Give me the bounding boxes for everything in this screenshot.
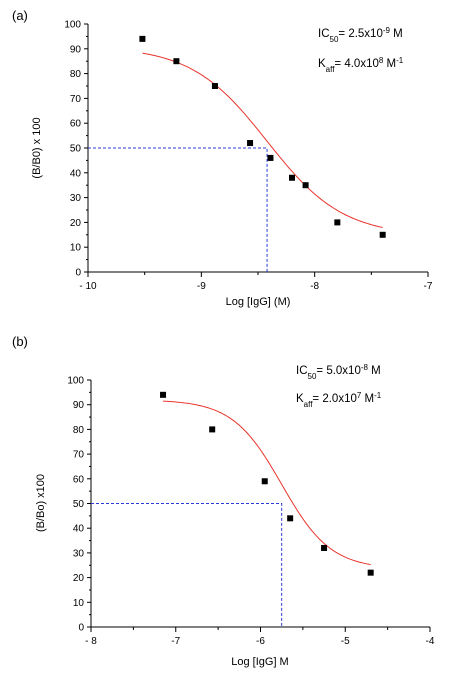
y-tick-label: 0 <box>75 268 81 279</box>
annotation-part: M <box>390 28 403 40</box>
y-tick-label: 70 <box>70 94 82 105</box>
annotation-part: -8 <box>361 363 369 372</box>
y-tick-label: 30 <box>73 548 85 559</box>
y-tick-label: 90 <box>70 44 82 55</box>
y-tick-label: 20 <box>73 573 85 584</box>
fit-curve <box>142 52 383 228</box>
x-tick-label: -5 <box>341 636 350 647</box>
chart-panel-a: (a) 0 10 20 30 40 50 60 70 80 90 100 - 10 -9 -8 -7 Log [… <box>12 8 433 308</box>
annotation-part: 8 <box>379 56 384 65</box>
y-axis-label: (B/B0) x 100 <box>31 117 43 178</box>
annotation-part: aff <box>304 400 314 409</box>
annotation-part: -1 <box>396 56 404 65</box>
kaff-annotation: Kaff= 4.0x108 M-1 <box>318 56 404 74</box>
annotation-part: = 5.0x10 <box>316 365 360 377</box>
y-tick-label: 50 <box>70 144 82 155</box>
data-point <box>367 569 374 576</box>
y-tick-label: 20 <box>70 218 82 229</box>
y-axis-label: (B/Bo) x100 <box>35 474 47 532</box>
y-tick-label: 80 <box>70 69 82 80</box>
annotation-part: IC <box>296 365 308 377</box>
y-tick-label: 60 <box>73 474 85 485</box>
annotation-part: -1 <box>374 391 382 400</box>
data-point <box>139 35 146 42</box>
x-tick-label: -7 <box>424 281 433 292</box>
y-tick-label: 90 <box>73 400 85 411</box>
data-point <box>334 219 341 226</box>
data-point <box>247 140 254 147</box>
fit-curve <box>163 400 371 566</box>
ic50-reference-line <box>91 503 283 627</box>
panel-label: (a) <box>12 8 28 23</box>
x-axis-label: Log [IgG] M <box>231 656 288 668</box>
y-tick-label: 40 <box>70 168 82 179</box>
y-tick-label: 70 <box>73 450 85 461</box>
annotation-part: K <box>296 393 304 405</box>
y-tick-label: 80 <box>73 425 85 436</box>
data-point <box>302 182 309 189</box>
panel-label: (b) <box>12 334 28 349</box>
annotation-part: aff <box>326 65 336 74</box>
annotation-part: = 2.0x10 <box>312 393 356 405</box>
y-tick-label: 10 <box>73 598 85 609</box>
annotation-part: 50 <box>330 35 339 44</box>
x-tick-label: -6 <box>256 636 265 647</box>
data-point <box>261 478 268 485</box>
y-tick-label: 60 <box>70 119 82 130</box>
data-point <box>211 83 218 89</box>
x-tick-label: - 10 <box>79 281 97 292</box>
annotation-part: 7 <box>357 391 362 400</box>
annotation-part: = 2.5x10 <box>338 28 382 40</box>
y-tick-label: 10 <box>70 243 82 254</box>
data-point <box>289 174 295 181</box>
y-tick-label: 40 <box>73 524 85 535</box>
x-tick-label: -7 <box>171 636 180 647</box>
x-tick-label: -8 <box>310 281 319 292</box>
data-point <box>173 58 180 65</box>
annotation-part: 50 <box>308 372 317 381</box>
data-point <box>160 391 167 398</box>
y-tick-label: 50 <box>73 499 85 510</box>
y-tick-label: 0 <box>78 623 84 634</box>
annotation-part: M <box>383 58 396 70</box>
ic50-reference-line <box>88 147 268 272</box>
x-tick-label: - 8 <box>85 636 97 647</box>
data-point <box>287 515 294 522</box>
y-tick-label: 30 <box>70 193 82 204</box>
annotation-part: M <box>368 365 381 377</box>
ic50-annotation: IC50= 2.5x10-9 M <box>318 26 403 44</box>
ic50-annotation: IC50= 5.0x10-8 M <box>296 363 381 381</box>
x-axis-label: Log [IgG] (M) <box>226 296 291 308</box>
data-point <box>321 544 328 551</box>
annotation-part: M <box>361 393 374 405</box>
y-tick-label: 100 <box>64 20 81 31</box>
data-point <box>267 154 274 161</box>
annotation-part: IC <box>318 28 330 40</box>
kaff-annotation: Kaff= 2.0x107 M-1 <box>296 391 382 409</box>
data-point <box>209 426 216 433</box>
annotation-part: = 4.0x10 <box>334 58 378 70</box>
x-tick-label: -9 <box>197 281 206 292</box>
x-tick-label: -4 <box>426 636 435 647</box>
annotation-part: -9 <box>383 26 391 35</box>
chart-panel-b: (b) 0 10 20 30 40 50 60 70 80 90 100 - 8 -7 -6 -5 -4 Log … <box>12 334 435 668</box>
data-point <box>379 231 386 238</box>
annotation-part: K <box>318 58 326 70</box>
y-tick-label: 100 <box>67 376 84 387</box>
